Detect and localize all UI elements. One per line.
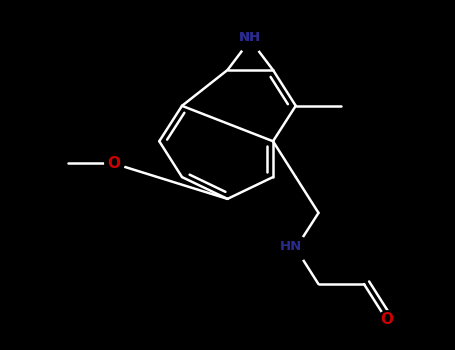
Text: O: O [107,156,120,171]
Text: HN: HN [280,240,302,253]
Text: NH: NH [239,32,261,44]
Text: NH: NH [239,32,261,44]
Text: O: O [380,313,393,328]
